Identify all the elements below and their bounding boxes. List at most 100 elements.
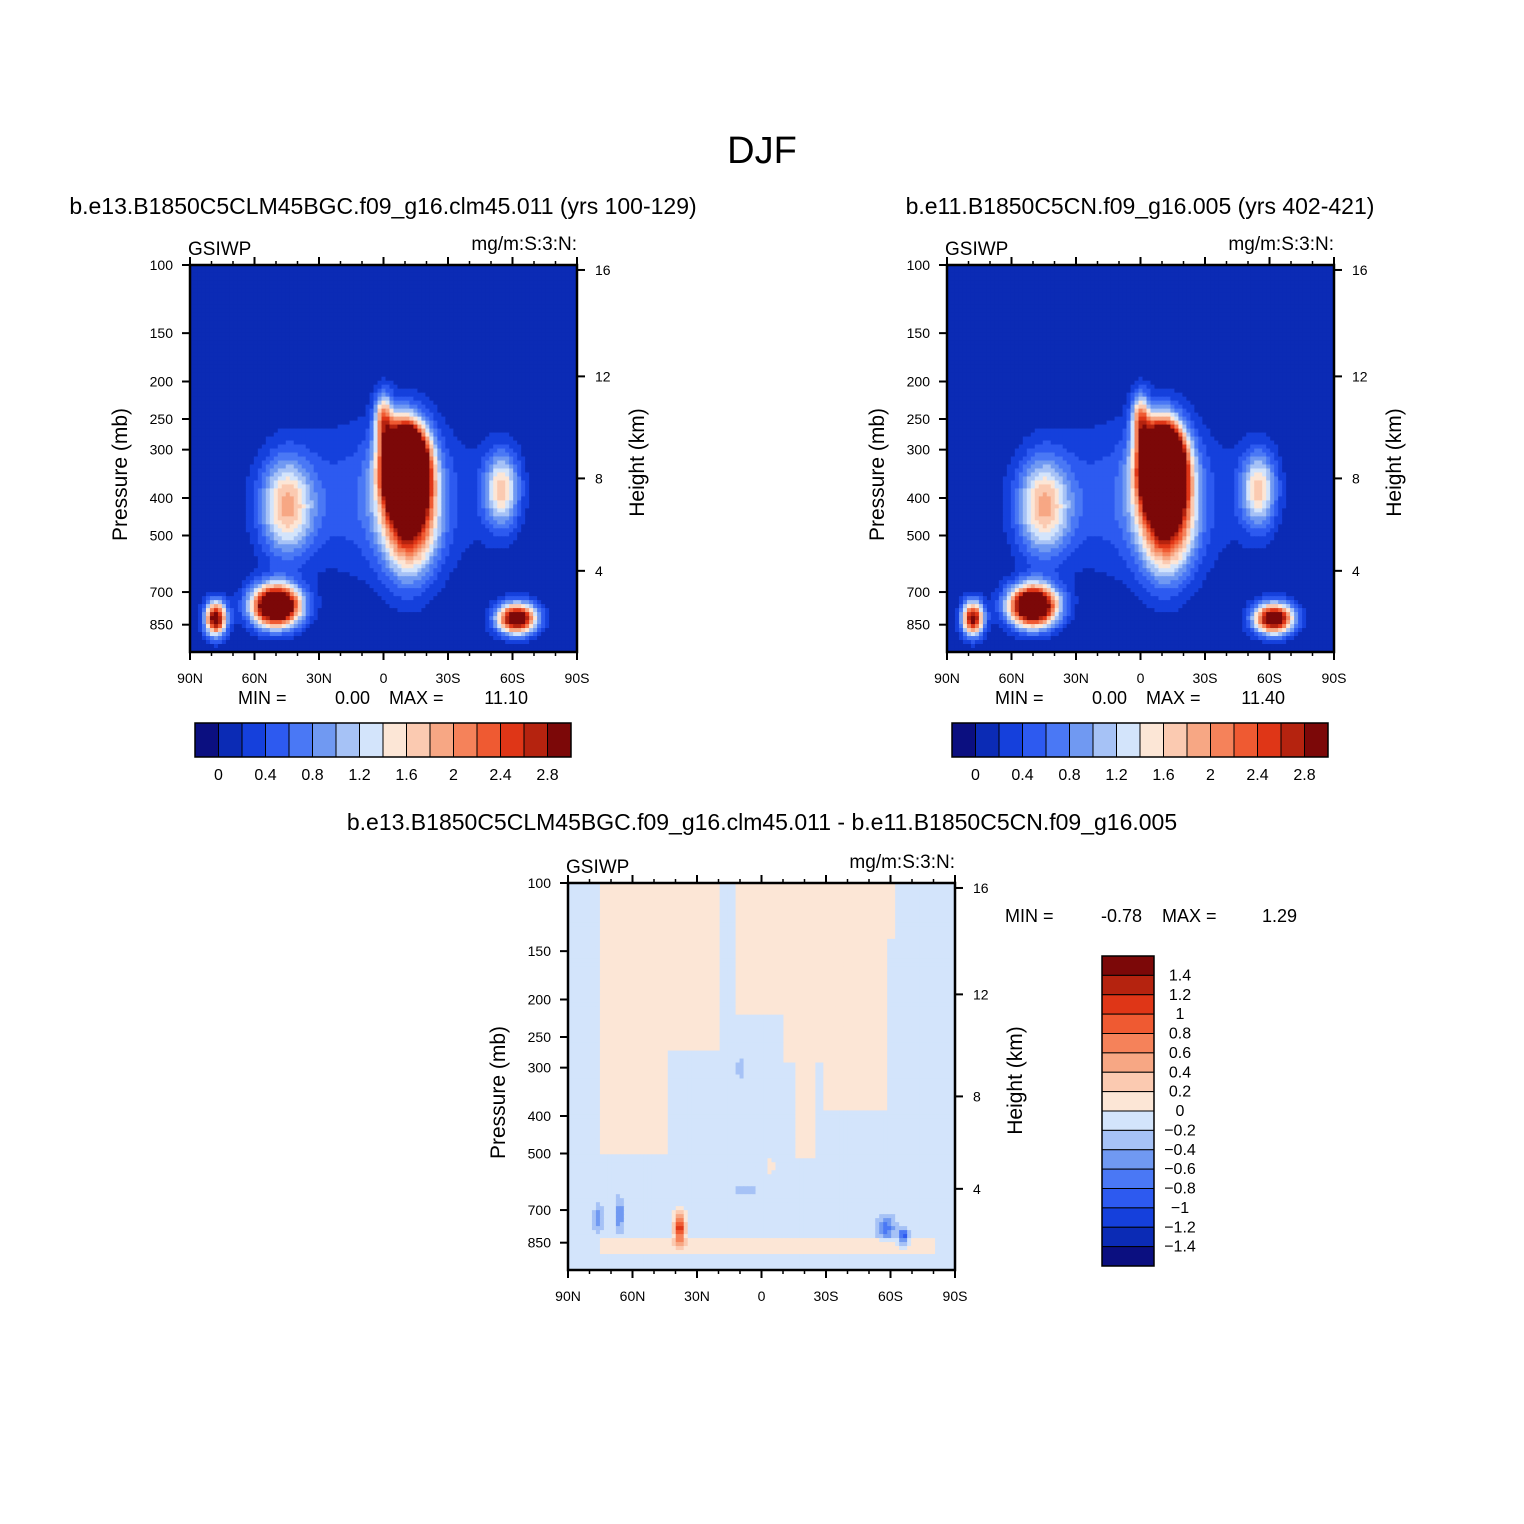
field-cell: [453, 332, 458, 338]
field-cell: [349, 308, 355, 314]
field-cell: [289, 404, 295, 410]
field-cell: [197, 344, 203, 350]
field-cell: [521, 456, 526, 462]
field-cell: [569, 280, 574, 286]
field-cell: [465, 392, 470, 398]
field-cell: [545, 368, 550, 374]
field-cell: [417, 300, 422, 306]
field-cell: [257, 300, 263, 306]
field-cell: [353, 460, 359, 466]
field-cell: [221, 452, 227, 458]
field-cell: [489, 316, 494, 322]
field-cell: [453, 448, 458, 454]
field-cell: [561, 444, 566, 450]
field-cell: [545, 388, 550, 394]
field-cell: [485, 440, 490, 446]
field-cell: [489, 348, 494, 354]
field-cell: [569, 268, 574, 274]
field-cell: [265, 444, 271, 450]
field-cell: [233, 340, 239, 346]
field-cell: [365, 400, 371, 406]
field-cell: [253, 348, 259, 354]
field-cell: [477, 284, 482, 290]
field-cell: [493, 340, 498, 346]
field-cell: [257, 384, 263, 390]
field-cell: [521, 284, 526, 290]
field-cell: [449, 320, 454, 326]
field-cell: [241, 400, 247, 406]
field-cell: [417, 424, 422, 430]
field-cell: [349, 300, 355, 306]
field-cell: [237, 444, 243, 450]
field-cell: [525, 304, 530, 310]
field-cell: [505, 268, 510, 274]
field-cell: [333, 380, 339, 386]
field-cell: [321, 460, 327, 466]
field-cell: [493, 272, 498, 278]
field-cell: [429, 364, 434, 370]
field-cell: [289, 380, 295, 386]
field-cell: [573, 276, 577, 282]
field-cell: [309, 336, 315, 342]
field-cell: [489, 368, 494, 374]
field-cell: [417, 336, 422, 342]
field-cell: [457, 388, 462, 394]
field-cell: [229, 344, 235, 350]
field-cell: [565, 412, 570, 418]
field-cell: [293, 332, 299, 338]
field-cell: [393, 364, 399, 370]
field-cell: [261, 460, 267, 466]
field-cell: [413, 284, 419, 290]
field-cell: [445, 368, 450, 374]
field-cell: [273, 424, 279, 430]
field-cell: [509, 308, 514, 314]
field-cell: [325, 444, 331, 450]
field-cell: [229, 444, 235, 450]
field-cell: [265, 304, 271, 310]
field-cell: [201, 420, 207, 426]
field-cell: [321, 320, 327, 326]
field-cell: [205, 328, 211, 334]
field-cell: [537, 464, 542, 470]
field-cell: [201, 432, 207, 438]
field-cell: [325, 348, 331, 354]
field-cell: [325, 400, 331, 406]
field-cell: [473, 276, 478, 282]
field-cell: [257, 312, 263, 318]
field-cell: [313, 388, 319, 394]
field-cell: [449, 316, 454, 322]
field-cell: [269, 432, 275, 438]
field-cell: [253, 400, 259, 406]
field-cell: [537, 404, 542, 410]
field-cell: [309, 396, 315, 402]
field-cell: [190, 296, 195, 302]
field-cell: [321, 324, 327, 330]
field-cell: [385, 432, 391, 438]
field-cell: [265, 276, 271, 282]
field-cell: [401, 360, 407, 366]
field-cell: [289, 468, 295, 474]
field-cell: [353, 272, 359, 278]
field-cell: [453, 432, 458, 438]
field-cell: [441, 292, 446, 298]
field-cell: [213, 460, 219, 466]
field-cell: [317, 352, 323, 358]
field-cell: [225, 272, 231, 278]
field-cell: [345, 368, 351, 374]
field-cell: [453, 336, 458, 342]
field-cell: [545, 408, 550, 414]
field-cell: [545, 364, 550, 370]
field-cell: [257, 265, 263, 270]
field-cell: [377, 292, 383, 298]
field-cell: [349, 396, 355, 402]
field-cell: [477, 308, 482, 314]
field-cell: [257, 356, 263, 362]
field-cell: [461, 408, 466, 414]
field-cell: [469, 316, 474, 322]
field-cell: [453, 392, 458, 398]
field-cell: [341, 468, 347, 474]
field-cell: [190, 272, 195, 278]
field-cell: [205, 332, 211, 338]
field-cell: [393, 464, 399, 470]
field-cell: [233, 448, 239, 454]
